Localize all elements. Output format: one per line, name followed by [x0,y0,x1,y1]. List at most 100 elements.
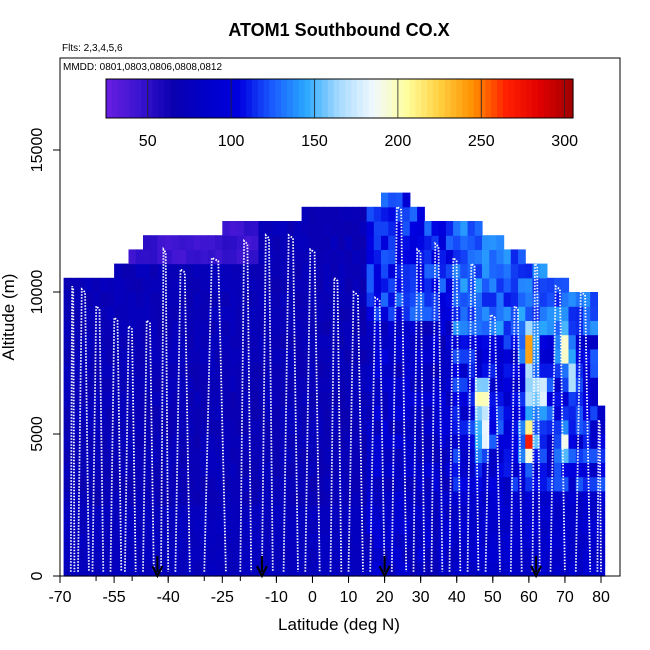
heat-cell [229,363,238,378]
heat-cell [301,547,310,563]
heat-cell [568,377,577,392]
heat-cell [316,249,324,265]
heat-cell [359,263,368,279]
heat-cell [510,334,519,350]
heat-cell [200,561,209,577]
heat-cell [99,363,108,378]
heat-cell [265,263,274,279]
heat-cell [215,547,223,563]
heat-cell [359,277,368,293]
heat-cell [438,277,447,293]
heat-cell [568,391,577,407]
heat-cell [171,405,180,421]
heat-cell [215,462,223,478]
heat-cell [395,320,404,336]
heat-cell [150,405,158,421]
heat-cell [114,505,122,520]
heat-cell [78,462,86,478]
heat-cell [85,292,93,307]
heat-cell [575,334,584,350]
heat-cell [453,448,461,463]
heat-cell [243,561,252,577]
heat-cell [438,334,447,350]
heat-cell [287,235,295,250]
heat-cell [157,377,166,392]
heat-cell [114,277,122,293]
heat-cell [431,448,440,463]
heat-cell [438,377,447,392]
heat-cell [207,533,216,549]
heat-cell [330,221,339,236]
heat-cell [575,505,584,520]
heat-cell [171,263,180,279]
heat-cell [575,547,584,563]
heat-cell [179,547,187,563]
heat-cell [200,235,209,250]
x-tick-label: -55 [103,589,126,606]
x-tick-label: 20 [376,589,394,606]
heat-cell [193,476,202,492]
heat-cell [518,292,526,307]
heat-cell [597,448,606,463]
heat-cell [546,462,555,478]
heat-cell [445,391,454,407]
heat-cell [583,462,591,478]
heat-cell [554,462,562,478]
heat-cell [525,377,534,392]
heat-cell [503,363,512,378]
heat-cell [186,363,194,378]
colorbar-segment [543,79,551,118]
heat-cell [518,476,526,492]
heat-cell [431,519,440,534]
heat-cell [344,547,353,563]
heat-cell [99,561,108,577]
heat-cell [186,419,194,435]
heat-cell [207,348,216,364]
heat-cell [280,462,288,478]
heat-cell [265,348,274,364]
heat-cell [308,363,317,378]
heat-cell [294,547,303,563]
heat-cell [85,448,93,463]
heat-cell [366,292,375,307]
heat-cell [251,235,259,250]
heat-cell [352,561,360,577]
colorbar-segment [304,79,311,118]
heat-cell [388,462,396,478]
heat-cell [532,320,541,336]
heat-cell [280,561,288,577]
heat-cell [431,547,440,563]
heat-cell [316,363,324,378]
heat-cell [78,334,86,350]
heat-cell [215,235,223,250]
heat-cell [489,391,497,407]
heat-cell [352,434,360,449]
heat-cell [373,206,382,222]
heat-cell [316,206,324,222]
heat-cell [236,377,245,392]
heat-cell [128,434,137,449]
heat-cell [272,547,281,563]
heat-cell [489,533,497,549]
heat-cell [510,263,519,279]
heat-cell [388,505,396,520]
heat-cell [344,306,353,321]
heat-cell [207,249,216,265]
heat-cell [316,263,324,279]
heat-cell [417,505,425,520]
heat-cell [395,306,404,321]
heat-cell [352,334,360,350]
heat-cell [186,277,194,293]
heat-cell [337,206,346,222]
colorbar-segment [322,79,329,118]
heat-cell [171,334,180,350]
heat-cell [330,263,339,279]
heat-cell [453,405,461,421]
heat-cell [467,334,476,350]
heat-cell [474,292,483,307]
heat-cell [301,476,310,492]
heat-cell [135,561,144,577]
heat-cell [409,391,418,407]
heat-cell [417,533,425,549]
heat-cell [323,306,332,321]
